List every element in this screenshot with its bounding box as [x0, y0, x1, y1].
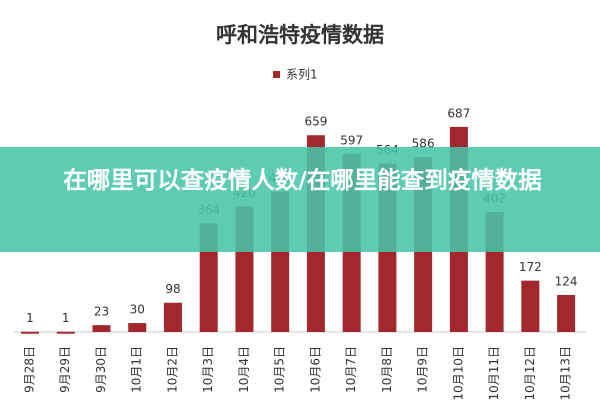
chart-title: 呼和浩特疫情数据 — [216, 23, 384, 47]
x-tick-label: 10月9日 — [416, 346, 430, 393]
bar — [521, 280, 540, 332]
value-label: 124 — [555, 274, 578, 288]
value-label: 1 — [26, 311, 34, 325]
x-tick-label: 9月30日 — [94, 346, 108, 393]
bar — [56, 331, 75, 334]
bar — [92, 325, 111, 332]
x-tick-label: 10月8日 — [380, 346, 394, 393]
x-tick-label: 10月4日 — [237, 346, 251, 393]
x-tick-label: 9月29日 — [58, 346, 72, 393]
x-tick-label: 10月5日 — [273, 346, 287, 393]
x-tick-label: 10月6日 — [308, 346, 322, 393]
x-tick-label: 10月12日 — [523, 346, 537, 400]
x-tick-label: 10月1日 — [130, 346, 144, 393]
legend-swatch — [273, 71, 280, 78]
value-label: 30 — [130, 303, 145, 317]
x-tick-label: 10月2日 — [165, 346, 179, 393]
x-tick-label: 10月7日 — [344, 346, 358, 393]
x-tick-label: 10月11日 — [487, 346, 501, 400]
bar — [128, 323, 147, 332]
banner: 在哪里可以查疫情人数/在哪里能查到疫情数据 — [0, 147, 600, 252]
x-tick-label: 10月13日 — [559, 346, 573, 400]
value-label: 687 — [447, 106, 470, 120]
x-tick-label: 10月10日 — [451, 346, 465, 400]
value-label: 597 — [340, 133, 363, 147]
bar — [21, 331, 39, 334]
x-tick-label: 9月28日 — [23, 346, 37, 393]
value-label: 1 — [62, 311, 70, 325]
value-label: 172 — [519, 260, 542, 274]
value-label: 98 — [165, 282, 180, 296]
value-label: 23 — [94, 305, 109, 319]
banner-text: 在哪里可以查疫情人数/在哪里能查到疫情数据 — [63, 166, 542, 194]
value-label: 659 — [304, 115, 327, 129]
x-tick-label: 10月3日 — [201, 346, 215, 393]
legend-label: 系列1 — [286, 68, 318, 82]
bar — [163, 302, 182, 332]
bar — [557, 294, 576, 332]
